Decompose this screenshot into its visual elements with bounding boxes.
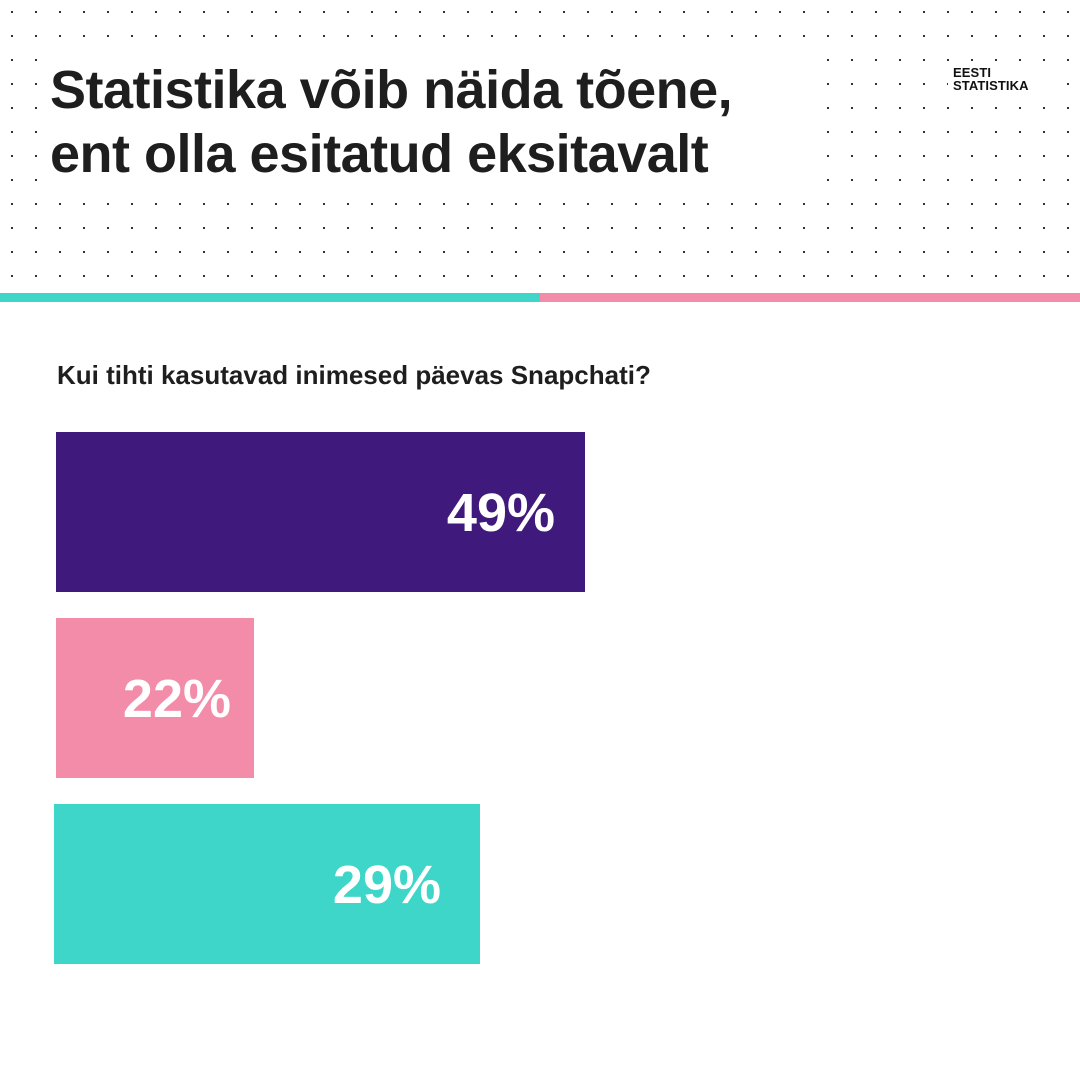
logo-line-2: STATISTIKA [953, 78, 1029, 93]
logo-backdrop [948, 64, 1048, 98]
bar-1 [56, 432, 585, 592]
bar-3 [54, 804, 480, 964]
chart-question: Kui tihti kasutavad inimesed päevas Snap… [57, 360, 651, 390]
bar-3-value-label: 29% [333, 855, 441, 915]
page-title: Statistika võib näida tõene, ent olla es… [50, 58, 810, 186]
divider-pink [540, 293, 1080, 302]
eesti-statistika-logo: EESTI STATISTIKA [953, 66, 1029, 92]
title-line-2: ent olla esitatud eksitavalt [50, 124, 709, 184]
logo-line-1: EESTI [953, 65, 992, 80]
title-line-1: Statistika võib näida tõene, [50, 60, 733, 120]
title-backdrop [40, 58, 810, 190]
bar-2-value-label: 22% [123, 669, 231, 729]
divider-teal [0, 293, 540, 302]
bar-2 [56, 618, 254, 778]
bar-1-value-label: 49% [447, 483, 555, 543]
